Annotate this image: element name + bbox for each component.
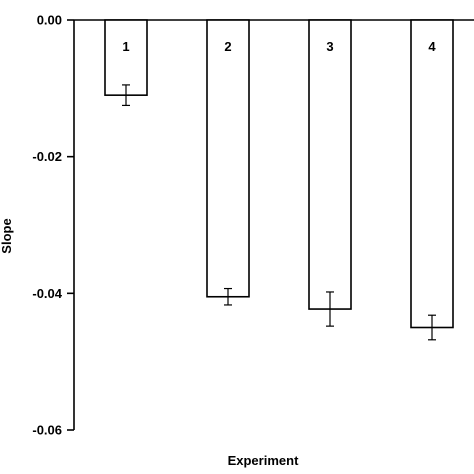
error-bars bbox=[122, 84, 436, 341]
bar-1 bbox=[104, 19, 148, 96]
y-axis-title: Slope bbox=[0, 218, 14, 253]
bar-label-3: 3 bbox=[326, 39, 333, 54]
bar-4 bbox=[410, 19, 454, 329]
bar-label-1: 1 bbox=[122, 39, 129, 54]
y-axis: 0.00 -0.02 -0.04 -0.06 bbox=[32, 13, 474, 438]
error-bar-1 bbox=[122, 84, 130, 107]
error-bar-2 bbox=[224, 287, 232, 306]
bar-2 bbox=[206, 19, 250, 298]
y-tick-label: 0.00 bbox=[37, 13, 62, 28]
bar-labels: 1 2 3 4 bbox=[122, 39, 436, 54]
bars bbox=[104, 19, 454, 329]
bar-label-4: 4 bbox=[428, 39, 436, 54]
x-axis-title: Experiment bbox=[228, 453, 299, 468]
error-bar-4 bbox=[428, 314, 436, 341]
y-tick-label: -0.02 bbox=[32, 149, 62, 164]
bar-3 bbox=[308, 19, 352, 310]
y-tick-label: -0.06 bbox=[32, 423, 62, 438]
bar-label-2: 2 bbox=[224, 39, 231, 54]
error-bar-3 bbox=[326, 291, 334, 327]
y-tick-label: -0.04 bbox=[32, 286, 62, 301]
